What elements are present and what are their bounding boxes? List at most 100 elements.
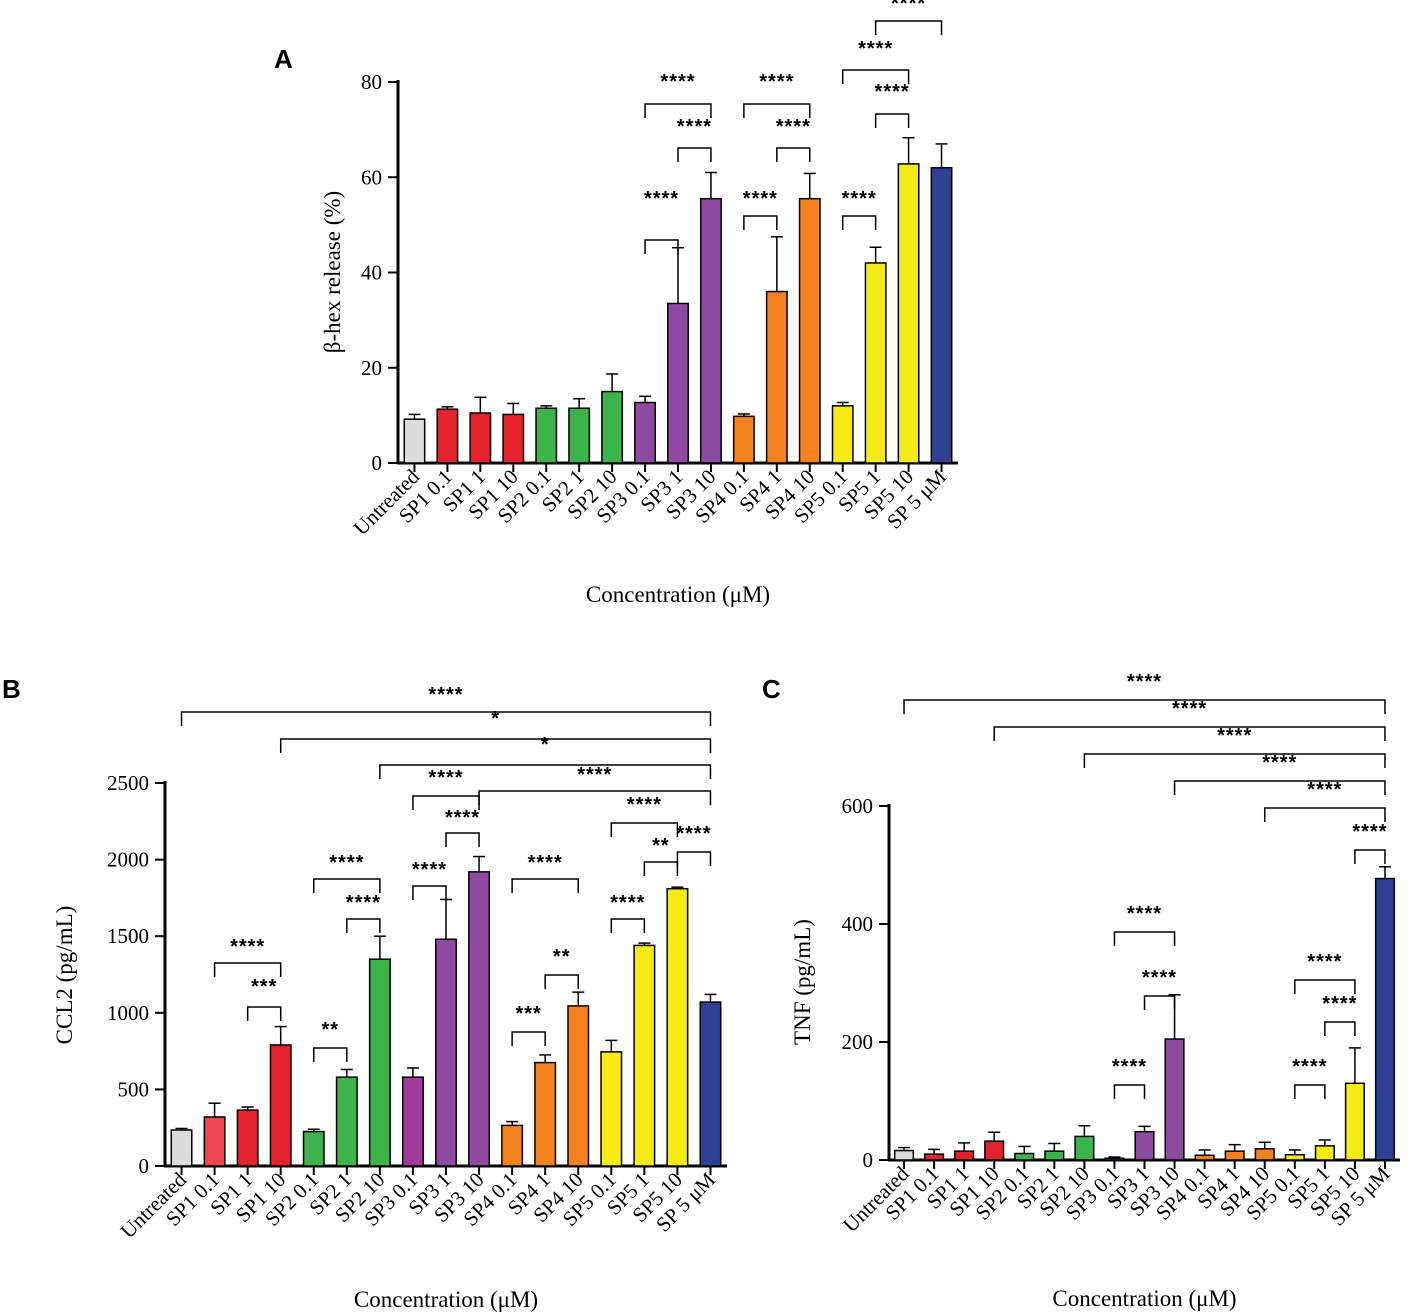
bar (1014, 1152, 1035, 1161)
significance-bracket (412, 885, 447, 900)
significance-bracket (180, 711, 712, 726)
bar (469, 412, 492, 464)
significance-bracket (841, 215, 877, 230)
significance-label: **** (1352, 821, 1387, 843)
bar (667, 302, 689, 464)
x-axis-title: Concentration (μM) (586, 582, 770, 607)
significance-label: **** (743, 188, 778, 210)
significance-bracket (544, 974, 579, 989)
bar (699, 197, 722, 464)
significance-label: **** (1262, 752, 1297, 774)
bar (269, 1044, 292, 1167)
significance-bracket (874, 20, 943, 35)
bar (831, 405, 854, 464)
panel-b-letter: B (2, 674, 21, 704)
bar (436, 408, 459, 464)
y-tick-label: 1000 (107, 1001, 149, 1025)
bar (954, 1150, 975, 1161)
x-axis-title: Concentration (μM) (354, 1287, 538, 1312)
y-axis-title: TNF (pg/mL) (790, 919, 815, 1045)
significance-label: **** (644, 188, 679, 210)
significance-bracket (246, 1006, 282, 1021)
bar (1044, 1150, 1065, 1161)
significance-bracket (610, 918, 646, 933)
x-axis-title: Concentration (μM) (1052, 1286, 1236, 1311)
significance-bracket (776, 147, 811, 162)
significance-label: **** (1142, 967, 1177, 989)
panel-c-letter: C (762, 674, 781, 704)
bar (732, 415, 755, 464)
significance-bracket (903, 699, 1386, 714)
y-tick-label: 20 (361, 356, 382, 380)
bar (765, 290, 788, 464)
panel-a-letter: A (274, 44, 293, 74)
y-tick-label: 600 (842, 794, 874, 818)
bar (893, 1149, 915, 1161)
significance-label: *** (515, 1003, 541, 1025)
significance-label: **** (577, 764, 612, 786)
bar (368, 958, 391, 1167)
significance-label: **** (1127, 903, 1162, 925)
y-tick-label: 2000 (107, 848, 149, 872)
significance-bracket (874, 113, 910, 128)
y-tick-label: 2500 (107, 771, 149, 795)
bar (633, 944, 656, 1167)
bar (1164, 1038, 1185, 1161)
bar (1344, 1082, 1365, 1161)
significance-bracket (677, 147, 712, 162)
bar (435, 938, 457, 1167)
bar (1284, 1153, 1305, 1161)
significance-bracket (676, 851, 712, 866)
significance-bracket (993, 726, 1386, 741)
significance-bracket (511, 878, 579, 893)
bar (1314, 1145, 1335, 1161)
significance-bracket (841, 69, 910, 84)
y-tick-label: 0 (372, 451, 383, 475)
y-tick-label: 0 (863, 1148, 874, 1172)
significance-bracket (1173, 780, 1386, 795)
significance-label: **** (627, 794, 662, 816)
significance-label: **** (1292, 1056, 1327, 1078)
significance-bracket (1113, 931, 1176, 946)
bar (170, 1129, 193, 1167)
significance-label: ** (652, 835, 670, 857)
significance-bracket (1354, 849, 1386, 864)
significance-bracket (1294, 1084, 1326, 1099)
significance-bracket (643, 861, 679, 876)
significance-bracket (445, 832, 480, 847)
significance-bracket (644, 239, 679, 254)
significance-label: **** (676, 823, 711, 845)
bar (568, 407, 591, 464)
significance-label: **** (1307, 951, 1342, 973)
bar (1104, 1157, 1125, 1161)
y-tick-label: 0 (139, 1154, 150, 1178)
bar (930, 166, 953, 464)
bar (236, 1109, 259, 1167)
significance-bracket (379, 764, 712, 779)
y-tick-label: 60 (361, 165, 382, 189)
significance-label: **** (1307, 779, 1342, 801)
significance-bracket (1294, 979, 1356, 994)
significance-bracket (213, 962, 282, 977)
bar (666, 887, 689, 1167)
significance-label: **** (1172, 698, 1207, 720)
bar (897, 163, 920, 464)
bar (1374, 877, 1396, 1161)
bar (502, 413, 525, 464)
bar (1224, 1150, 1245, 1161)
bar (601, 390, 624, 464)
significance-label: **** (677, 116, 712, 138)
y-tick-label: 40 (361, 261, 382, 285)
significance-label: *** (251, 976, 277, 998)
significance-label: **** (1322, 993, 1357, 1015)
bar (634, 401, 657, 464)
significance-bracket (313, 1047, 348, 1062)
y-tick-label: 80 (361, 70, 382, 94)
bar (699, 1001, 722, 1167)
significance-label: ** (322, 1019, 340, 1041)
bar (403, 418, 426, 464)
bar (302, 1130, 325, 1167)
